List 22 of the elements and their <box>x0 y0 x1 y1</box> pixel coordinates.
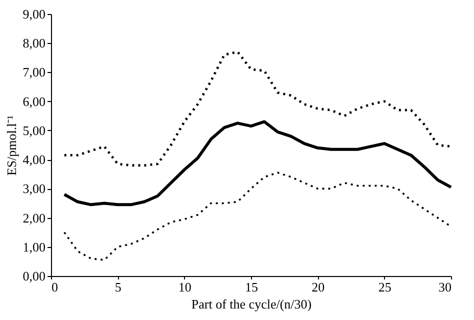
y-tick-label: 3,00 <box>22 181 46 196</box>
y-tick-label: 2,00 <box>22 210 46 226</box>
x-axis-title: Part of the cycle/(n/30) <box>191 296 312 312</box>
y-tick-label: 6,00 <box>22 94 46 109</box>
line-series <box>63 172 452 261</box>
y-tick-label: 8,00 <box>22 36 46 51</box>
y-tick-label: 9,00 <box>22 6 46 22</box>
x-tick-label: 30 <box>438 280 452 294</box>
y-axis-title: ES/pmol.l⁻¹ <box>4 115 19 176</box>
y-tick-label: 1,00 <box>22 239 46 254</box>
x-tick-label: 10 <box>178 280 192 294</box>
y-tick-label: 4,00 <box>22 152 46 168</box>
line-series <box>63 50 452 167</box>
y-tick-label: 0,00 <box>22 268 46 284</box>
y-tick-label: 5,00 <box>22 122 46 138</box>
x-tick-label: 20 <box>312 280 325 294</box>
line-series <box>62 120 452 206</box>
x-tick-label: 5 <box>114 280 122 294</box>
x-tick-label: 15 <box>245 280 258 294</box>
y-tick-label: 7,00 <box>22 64 46 80</box>
x-tick-label: 0 <box>52 280 58 294</box>
x-tick-label: 25 <box>378 280 392 294</box>
